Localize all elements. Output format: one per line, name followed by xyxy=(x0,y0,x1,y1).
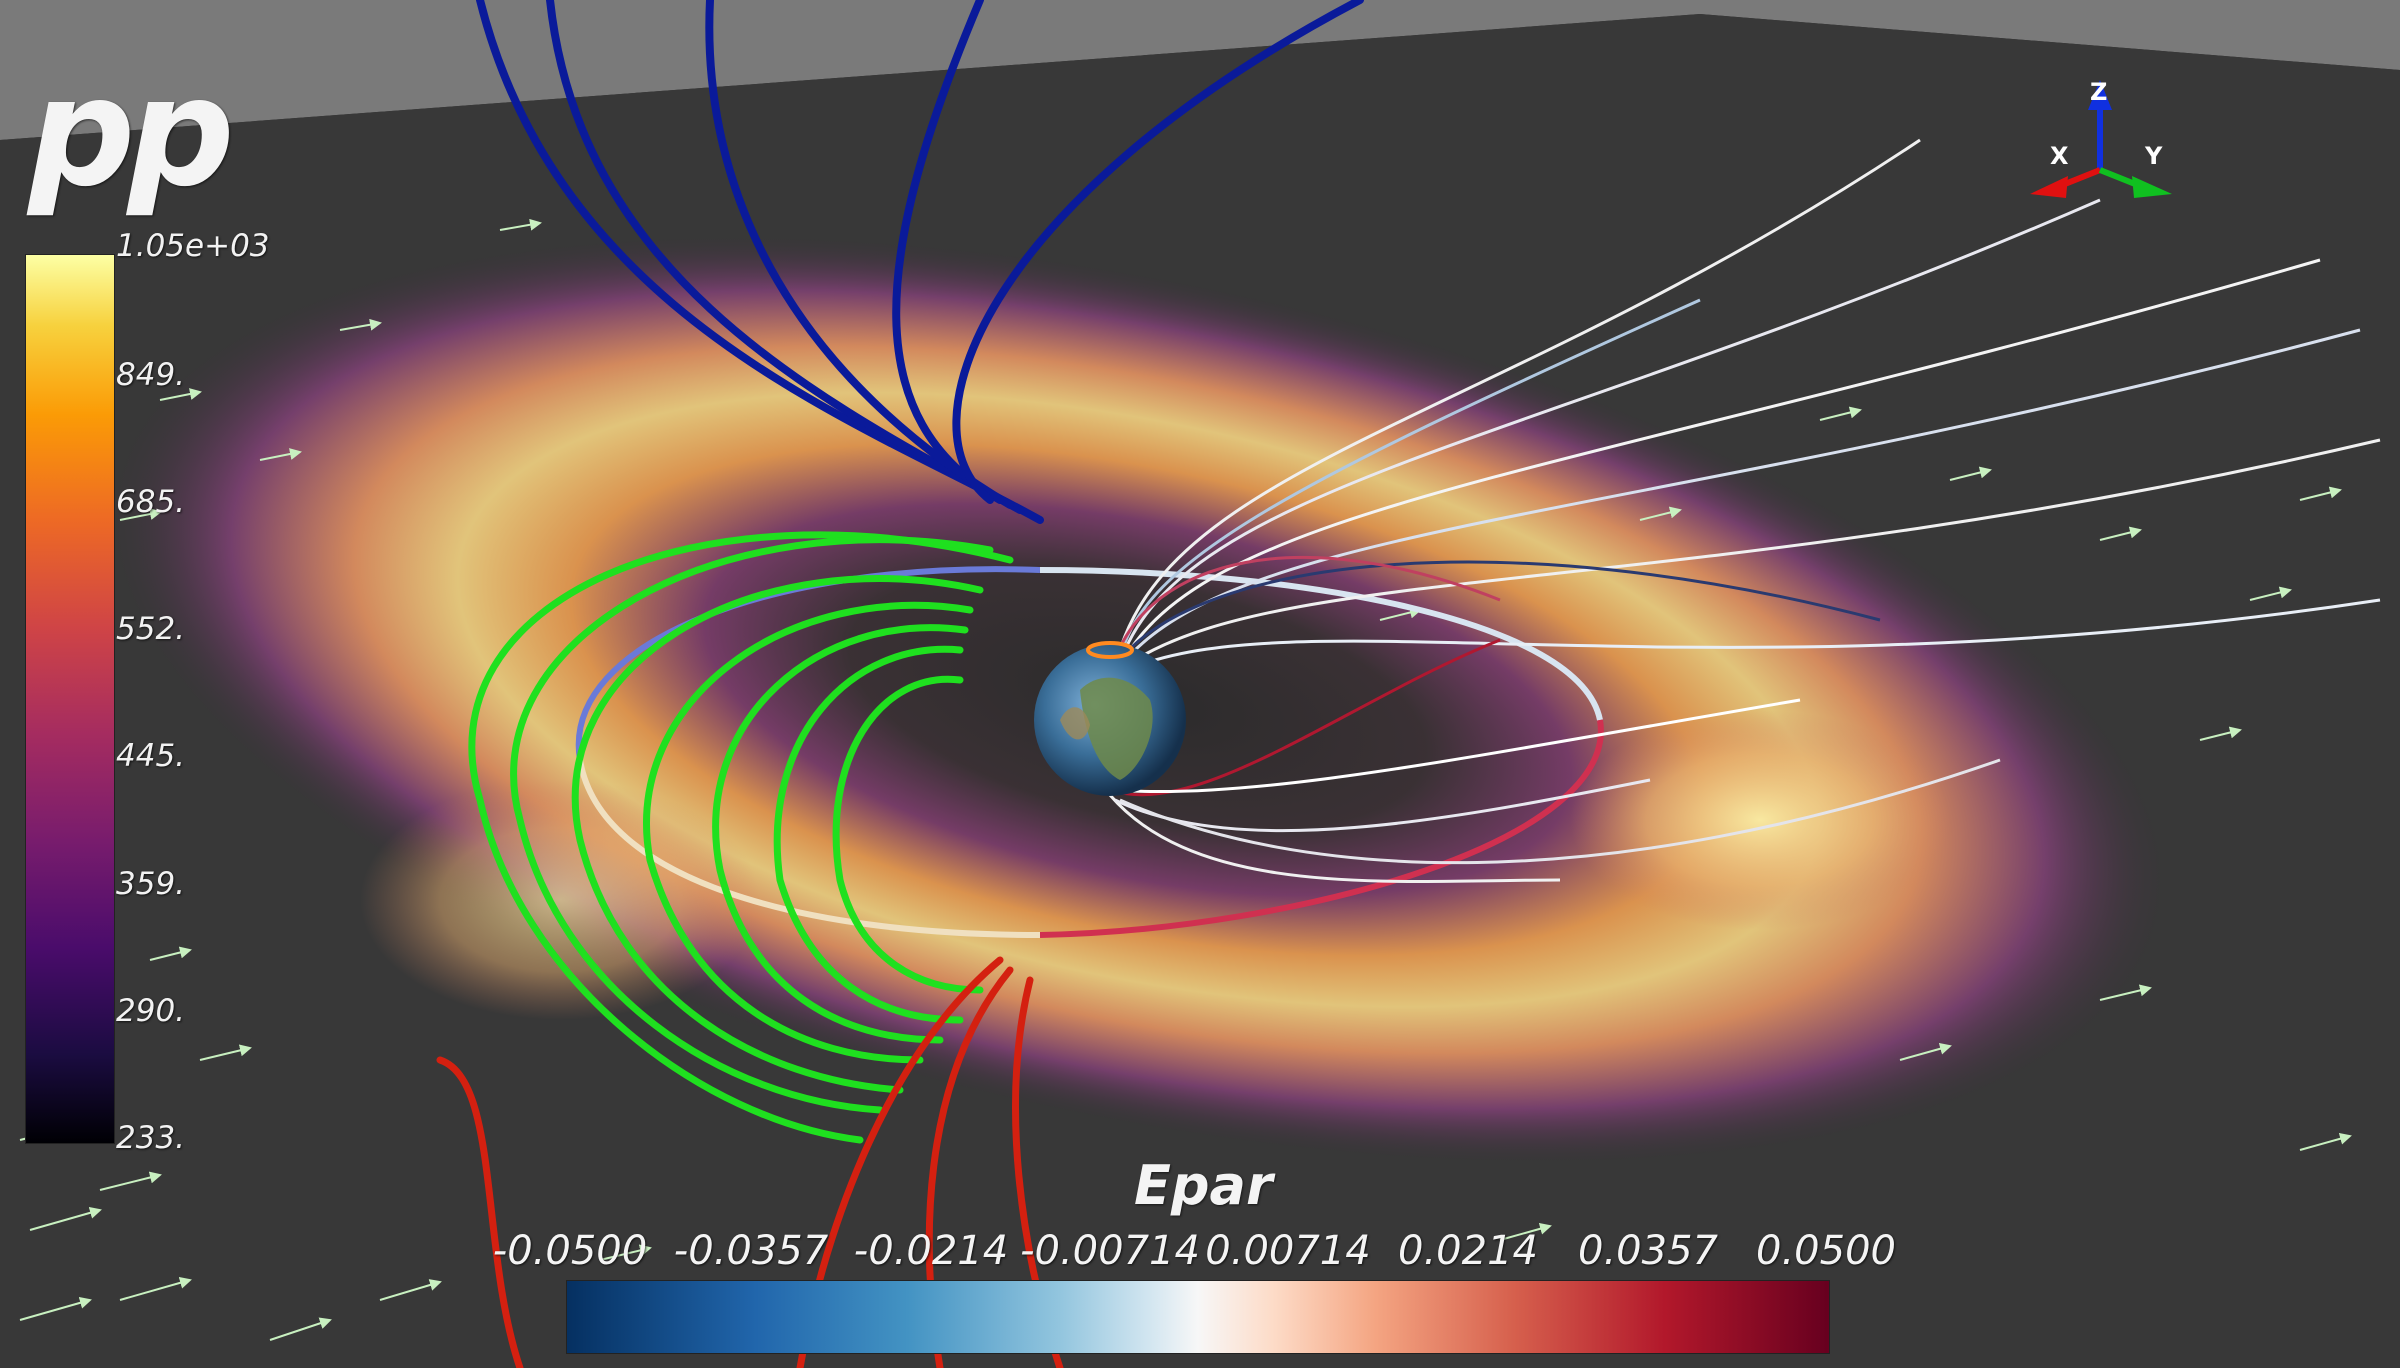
epar-scalar-bar-title: Epar xyxy=(1134,1154,1273,1217)
earth-globe-icon xyxy=(1034,641,1186,796)
pp-tick-label: 685. xyxy=(116,484,186,520)
blue-field-lines xyxy=(476,0,1364,524)
pp-tick-label: 359. xyxy=(116,866,186,902)
streamlines xyxy=(1108,138,2381,884)
epar-tick-label: -0.00714 xyxy=(1020,1228,1200,1274)
epar-tick-label: 0.0500 xyxy=(1756,1228,1896,1274)
pp-scalar-bar[interactable] xyxy=(25,254,115,1144)
pp-tick-label: 552. xyxy=(116,611,186,647)
pp-tick-label: 233. xyxy=(116,1120,186,1156)
epar-tick-label: -0.0500 xyxy=(492,1228,648,1274)
pressure-hotspot-left xyxy=(360,780,760,1020)
pp-tick-label: 290. xyxy=(116,993,186,1029)
axis-label-x: X xyxy=(2050,142,2069,170)
sky-backdrop xyxy=(0,0,2400,140)
epar-tick-label: 0.0357 xyxy=(1578,1228,1718,1274)
epar-tick-label: 0.0214 xyxy=(1398,1228,1538,1274)
axis-label-z: Z xyxy=(2090,78,2108,106)
pp-scalar-bar-title: pp xyxy=(28,46,235,220)
epar-scalar-bar[interactable] xyxy=(566,1280,1830,1354)
orientation-axes-widget[interactable] xyxy=(2030,80,2172,198)
epar-tick-label: 0.00714 xyxy=(1205,1228,1371,1274)
green-field-lines xyxy=(468,531,1014,1144)
pp-tick-label: 445. xyxy=(116,738,186,774)
axis-label-y: Y xyxy=(2145,142,2163,170)
pp-tick-label: 849. xyxy=(116,357,186,393)
epar-tick-label: -0.0357 xyxy=(673,1228,829,1274)
pressure-hotspot xyxy=(1570,710,1950,930)
pp-tick-label: 1.05e+03 xyxy=(116,228,270,264)
epar-tick-label: -0.0214 xyxy=(853,1228,1009,1274)
